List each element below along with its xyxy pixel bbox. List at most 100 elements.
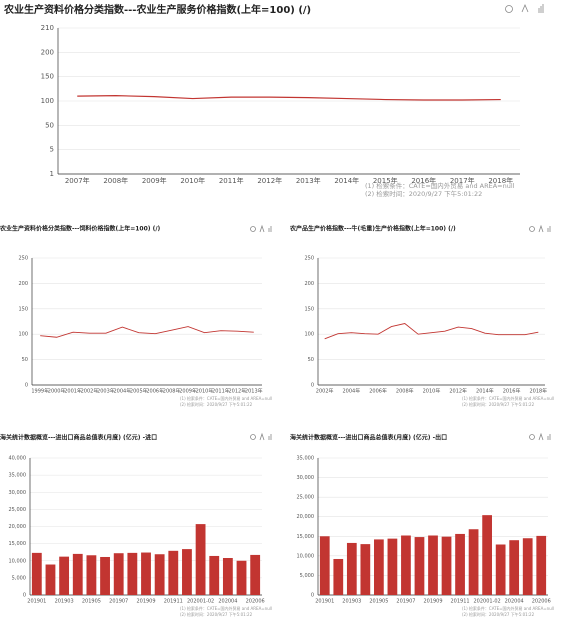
- x-tick-label: 201911: [164, 599, 183, 605]
- bar: [536, 535, 547, 595]
- y-tick-label: 100: [18, 332, 28, 338]
- x-tick-label: 202001-02: [473, 599, 500, 605]
- y-tick-label: 150: [18, 306, 28, 312]
- x-tick-label: 2008年: [163, 388, 181, 395]
- bar: [141, 552, 151, 595]
- x-tick-label: 2001年: [64, 388, 82, 395]
- bar: [222, 558, 233, 595]
- bar: [127, 552, 138, 595]
- x-tick-label: 202004: [505, 599, 524, 605]
- x-tick-label: 201903: [342, 599, 361, 605]
- bar: [401, 535, 411, 595]
- y-tick-label: 15,000: [297, 534, 315, 540]
- bar: [182, 549, 192, 595]
- x-tick-label: 1999年: [31, 388, 49, 395]
- x-tick-label: 2010年: [423, 388, 441, 395]
- y-tick-label: 250: [304, 256, 314, 262]
- y-tick-label: 5: [50, 146, 54, 154]
- x-tick-label: 201909: [136, 599, 155, 605]
- chart-title: 农业生产资料价格分类指数---饲料价格指数(上年=100) (/): [0, 225, 161, 233]
- y-tick-label: 0: [25, 383, 28, 389]
- bar: [195, 524, 206, 595]
- bar: [495, 544, 506, 595]
- y-tick-label: 150: [41, 73, 54, 81]
- x-tick-label: 2013年: [245, 388, 263, 395]
- bar: [209, 555, 220, 595]
- y-tick-label: 200: [18, 281, 28, 287]
- y-tick-label: 40,000: [9, 456, 27, 462]
- y-tick-label: 35,000: [297, 456, 315, 462]
- y-tick-label: 5,000: [12, 575, 26, 581]
- x-tick-label: 201905: [369, 599, 388, 605]
- x-tick-label: 201907: [396, 599, 415, 605]
- y-tick-label: 50: [22, 357, 28, 363]
- x-tick-label: 2013年: [296, 176, 321, 185]
- footnote: (2) 检索时间：2020/9/27 下午5:01:22: [365, 189, 482, 198]
- x-tick-label: 2017年: [450, 176, 475, 185]
- y-tick-label: 50: [308, 357, 314, 363]
- x-tick-label: 2003年: [97, 388, 115, 395]
- x-tick-label: 2000年: [48, 388, 66, 395]
- y-tick-label: 0: [311, 593, 314, 599]
- x-tick-label: 2012年: [257, 176, 282, 185]
- footnote: (2) 检索时间：2020/9/27 下午5:01:22: [180, 401, 253, 407]
- bar: [45, 564, 56, 595]
- y-tick-label: 250: [18, 256, 28, 262]
- bar: [59, 556, 70, 595]
- y-tick-label: 5,000: [300, 573, 314, 579]
- x-tick-label: 2008年: [396, 388, 414, 395]
- y-tick-label: 50: [45, 121, 54, 129]
- bar: [441, 536, 452, 595]
- y-tick-label: 200: [41, 48, 54, 56]
- y-tick-label: 25,000: [9, 507, 27, 513]
- bar: [509, 540, 520, 595]
- bar: [154, 554, 165, 595]
- x-tick-label: 201901: [315, 599, 334, 605]
- x-tick-label: 2011年: [212, 388, 230, 395]
- x-tick-label: 201903: [55, 599, 74, 605]
- x-tick-label: 2016年: [503, 388, 521, 395]
- x-tick-label: 201905: [82, 599, 101, 605]
- x-tick-label: 2009年: [142, 176, 167, 185]
- toolbar[interactable]: [250, 3, 551, 441]
- line: [324, 323, 539, 340]
- x-tick-label: 2004年: [343, 388, 361, 395]
- x-tick-label: 202004: [218, 599, 237, 605]
- line: [40, 326, 254, 338]
- bar: [522, 538, 533, 595]
- chart-title: 海关统计数据概览---进出口商品总值表(月度) (亿元) -出口: [290, 434, 447, 442]
- x-tick-label: 2014年: [476, 388, 494, 395]
- x-tick-label: 2002年: [81, 388, 99, 395]
- bar: [387, 538, 398, 595]
- x-tick-label: 201911: [451, 599, 470, 605]
- y-tick-label: 30,000: [9, 490, 27, 496]
- y-tick-label: 0: [311, 383, 314, 389]
- x-tick-label: 202006: [246, 599, 265, 605]
- chart-title: 农产品生产价格指数---牛(毛重)生产价格指数(上年=100) (/): [289, 225, 456, 233]
- x-tick-label: 202001-02: [187, 599, 214, 605]
- x-tick-label: 2012年: [228, 388, 246, 395]
- line: [77, 95, 501, 101]
- bar: [360, 544, 371, 595]
- y-tick-label: 20,000: [297, 514, 315, 520]
- x-tick-label: 2008年: [103, 176, 128, 185]
- x-tick-label: 2007年: [65, 176, 90, 185]
- y-tick-label: 10,000: [9, 558, 27, 564]
- x-tick-label: 2006年: [146, 388, 164, 395]
- bar: [72, 553, 83, 595]
- chart-title: 海关统计数据概览---进出口商品总值表(月度) (亿元) -进口: [0, 434, 157, 442]
- footnote: (1) 检索条件：CATE=国内外贸易 and AREA=null: [180, 395, 272, 401]
- x-tick-label: 2016年: [411, 176, 436, 185]
- x-tick-label: 2010年: [196, 388, 214, 395]
- bar: [31, 552, 42, 595]
- bar: [346, 542, 357, 595]
- x-tick-label: 2015年: [373, 176, 398, 185]
- y-tick-label: 10,000: [297, 553, 315, 559]
- bar: [482, 515, 492, 595]
- bar: [414, 537, 425, 595]
- y-tick-label: 1: [50, 170, 54, 178]
- y-tick-label: 35,000: [9, 473, 27, 479]
- footnote: (1) 检索条件：CATE=国内外贸易 and AREA=null: [462, 395, 554, 401]
- bar: [236, 560, 247, 595]
